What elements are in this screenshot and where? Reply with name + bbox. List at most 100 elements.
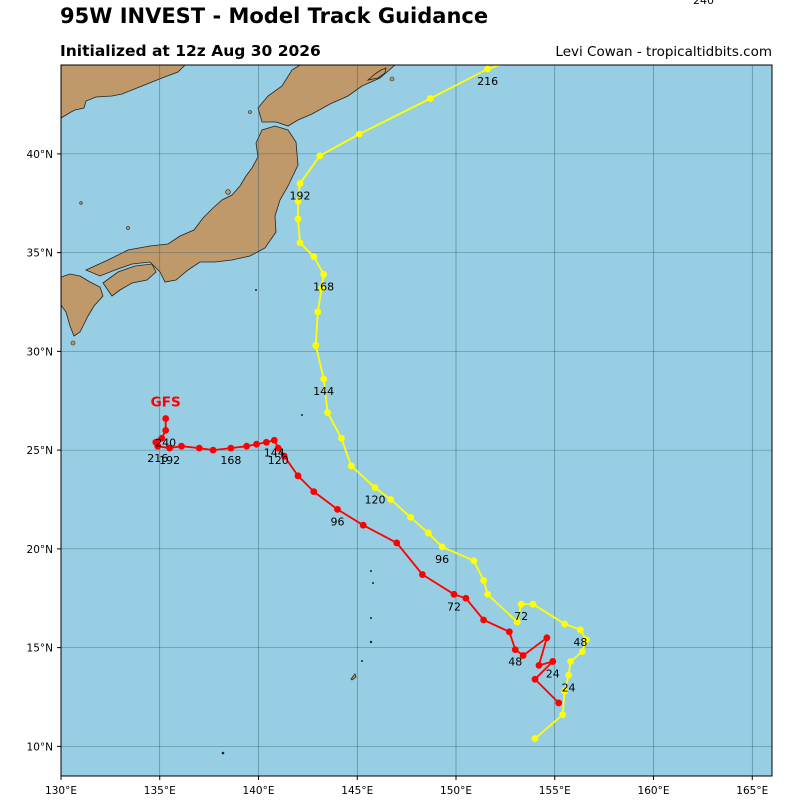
series-ensemble-points	[294, 50, 590, 742]
track-point-GFS	[162, 415, 170, 422]
hour-label: 96	[331, 515, 345, 528]
y-tick-label: 20°N	[27, 544, 53, 556]
hour-label: 192	[289, 190, 310, 203]
track-points	[152, 50, 590, 742]
hour-label: 168	[313, 280, 334, 293]
track-point-ensemble	[561, 620, 569, 628]
track-point-GFS	[152, 438, 160, 446]
track-point-ensemble	[470, 557, 478, 565]
hour-label: 120	[268, 454, 289, 467]
axis-ticks: 130°E 135°E 140°E 145°E 150°E 155°E 160°E 165°E…	[27, 149, 769, 797]
track-point-ensemble	[318, 284, 326, 292]
track-point-GFS	[535, 662, 543, 669]
land-island-izu	[255, 289, 257, 291]
track-point-ensemble	[567, 658, 574, 665]
track-point-GFS	[511, 646, 519, 653]
track-point-ensemble	[296, 239, 304, 247]
track-point-GFS	[359, 521, 367, 529]
land-island-bonin	[301, 414, 303, 416]
track-point-GFS	[209, 446, 217, 454]
y-tick-label: 30°N	[27, 346, 53, 358]
hour-label: 240	[155, 436, 176, 449]
track-point-GFS	[280, 452, 288, 460]
land-honshu	[85, 125, 299, 283]
x-tick-label: 135°E	[144, 785, 176, 797]
track-point-ensemble	[310, 253, 318, 260]
land-hokkaido	[257, 65, 396, 127]
track-point-ensemble	[513, 618, 521, 626]
track-point-GFS	[334, 505, 341, 513]
track-point-ensemble	[426, 95, 434, 102]
land-shikoku	[102, 263, 157, 297]
land-island-small-4	[79, 201, 83, 205]
track-point-ensemble	[314, 308, 322, 316]
hour-label: 120	[365, 494, 386, 507]
track-point-GFS	[519, 652, 527, 659]
track-point-GFS	[227, 444, 235, 452]
land-mariana-3	[370, 617, 372, 619]
y-tick-label: 35°N	[27, 248, 53, 260]
hour-label: 144	[313, 385, 334, 398]
land-island-small-1	[389, 76, 395, 82]
track-point-GFS	[543, 634, 551, 642]
x-tick-label: 130°E	[45, 785, 77, 797]
land-korea	[61, 65, 186, 119]
track-point-GFS	[393, 539, 401, 547]
y-tick-label: 40°N	[27, 149, 53, 161]
track-point-GFS	[253, 440, 260, 448]
track-point-GFS	[270, 436, 278, 444]
track-point-GFS	[555, 699, 563, 707]
map-frame	[60, 64, 773, 777]
x-tick-label: 160°E	[638, 785, 670, 797]
land-guam	[350, 673, 357, 681]
grid-lines	[60, 65, 772, 776]
track-point-GFS	[178, 442, 185, 450]
track-point-ensemble	[320, 270, 328, 278]
chart-subtitle: Initialized at 12z Aug 30 2026	[60, 42, 321, 60]
track-point-ensemble	[577, 626, 584, 634]
track-point-ensemble	[531, 735, 539, 742]
track-point-ensemble	[355, 130, 363, 138]
land-island-small-2	[225, 189, 231, 195]
track-point-GFS	[195, 444, 203, 452]
land-island-small-3	[126, 226, 130, 230]
track-point-ensemble	[324, 409, 332, 416]
track-point-ensemble	[320, 375, 328, 383]
y-tick-label: 10°N	[27, 741, 53, 753]
track-point-ensemble	[424, 529, 432, 537]
track-point-ensemble	[296, 180, 304, 187]
model-name-label: GFS	[151, 395, 181, 411]
track-point-GFS	[310, 488, 318, 495]
track-point-ensemble	[529, 600, 537, 608]
hour-label: 48	[508, 656, 522, 669]
land-kyushu	[61, 273, 104, 337]
hour-label: 48	[573, 636, 587, 649]
track-point-ensemble	[559, 711, 567, 719]
track-point-ensemble	[316, 152, 324, 160]
land-mariana-1	[370, 570, 372, 572]
land-island-small-5	[70, 340, 76, 346]
track-point-ensemble	[338, 434, 345, 442]
x-tick-label: 145°E	[341, 785, 373, 797]
land-island-small-6	[248, 110, 252, 114]
track-point-ensemble	[517, 600, 525, 608]
track-point-GFS	[263, 438, 270, 446]
land-mariana-2	[372, 582, 374, 584]
x-tick-label: 165°E	[736, 785, 768, 797]
track-point-GFS	[243, 442, 251, 450]
land-kurils	[366, 67, 387, 81]
series-GFS-points	[152, 415, 563, 707]
track-point-ensemble	[387, 496, 395, 503]
hour-label: 216	[477, 75, 498, 88]
track-point-ensemble	[312, 342, 320, 349]
hour-label: 72	[514, 610, 528, 623]
hour-label: 24	[562, 681, 576, 694]
corner-hour-label: 240	[693, 0, 714, 7]
hour-label: 96	[435, 553, 449, 566]
land-layer	[61, 65, 396, 755]
track-point-ensemble	[532, 50, 539, 57]
track-point-GFS	[531, 675, 539, 683]
track-point-GFS	[549, 658, 557, 665]
hour-label: 24	[546, 667, 560, 680]
hour-label: 144	[264, 446, 285, 459]
